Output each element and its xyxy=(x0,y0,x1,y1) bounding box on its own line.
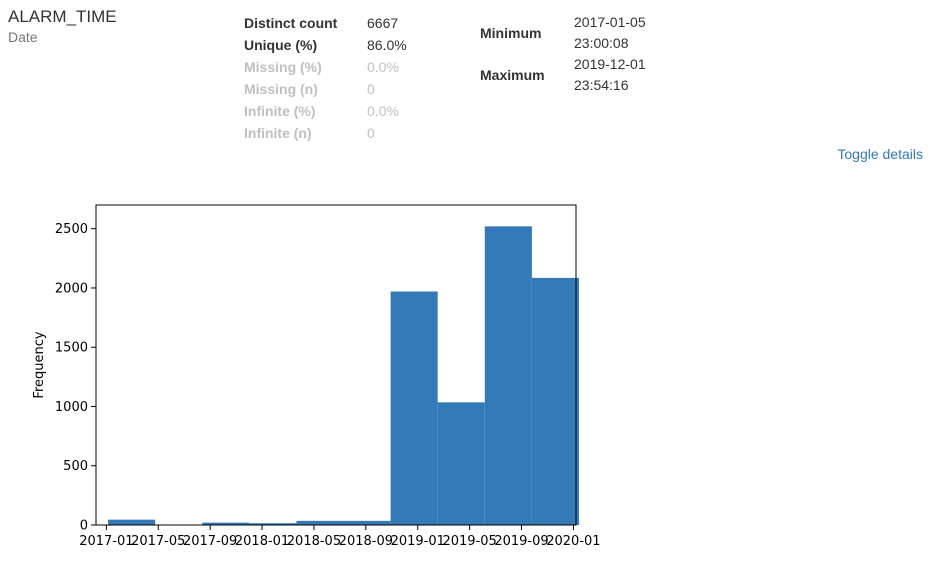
stat-label: Maximum xyxy=(480,66,545,83)
maximum-date: 2019-12-01 xyxy=(574,56,646,72)
stat-label: Missing (n) xyxy=(244,81,318,97)
histogram-bar xyxy=(390,291,438,525)
histogram-bar xyxy=(437,402,485,525)
x-tick-label: 2018-09 xyxy=(339,534,393,549)
stat-label: Infinite (%) xyxy=(244,103,316,119)
stat-value: 2017-01-05 23:00:08 xyxy=(574,12,646,54)
minimum-date: 2017-01-05 xyxy=(574,14,646,30)
toggle-details-link[interactable]: Toggle details xyxy=(837,146,923,162)
stat-value: 86.0% xyxy=(367,37,407,53)
x-tick-label: 2018-01 xyxy=(235,534,289,549)
minimum-time: 23:00:08 xyxy=(574,35,629,51)
y-tick-label: 2000 xyxy=(55,281,88,296)
x-tick-label: 2017-09 xyxy=(183,534,237,549)
stat-value: 0 xyxy=(367,81,375,97)
x-tick-label: 2017-01 xyxy=(79,534,133,549)
histogram-chart: 0 500 1000 1500 2000 2500 2017-012017-052017-… xyxy=(32,204,601,549)
stat-row-distinct-count: Distinct count 6667 xyxy=(244,12,407,34)
y-axis: 0 500 1000 1500 2000 2500 xyxy=(55,222,96,534)
stat-label: Infinite (n) xyxy=(244,125,312,141)
variable-type: Date xyxy=(8,29,38,45)
y-tick-label: 1500 xyxy=(55,341,88,356)
x-tick-label: 2019-01 xyxy=(391,534,445,549)
x-tick-label: 2018-05 xyxy=(287,534,341,549)
histogram-bar xyxy=(531,277,579,525)
y-tick-label: 0 xyxy=(80,519,88,534)
stat-value: 6667 xyxy=(367,15,399,31)
stat-value: 0.0% xyxy=(367,103,399,119)
stat-label: Minimum xyxy=(480,24,542,41)
x-axis: 2017-012017-052017-092018-012018-052018-… xyxy=(79,525,601,549)
stat-row-infinite-n: Infinite (n) 0 xyxy=(244,122,407,144)
minmax-table: Minimum 2017-01-05 23:00:08 Maximum 2019… xyxy=(480,12,646,96)
y-tick-label: 2500 xyxy=(55,222,88,237)
x-tick-label: 2017-05 xyxy=(131,534,185,549)
histogram-bar xyxy=(108,519,156,525)
histogram-bar xyxy=(343,520,391,525)
maximum-time: 23:54:16 xyxy=(574,77,629,93)
stat-row-infinite-pct: Infinite (%) 0.0% xyxy=(244,100,407,122)
y-axis-label: Frequency xyxy=(32,331,47,398)
stat-label: Missing (%) xyxy=(244,59,322,75)
stat-value: 0.0% xyxy=(367,59,399,75)
x-tick-label: 2019-05 xyxy=(442,534,496,549)
y-tick-label: 1000 xyxy=(55,400,88,415)
stat-label: Unique (%) xyxy=(244,37,318,53)
variable-name: ALARM_TIME xyxy=(8,7,117,26)
stat-row-missing-n: Missing (n) 0 xyxy=(244,78,407,100)
plot-frame xyxy=(95,204,577,526)
x-tick-label: 2020-01 xyxy=(546,534,600,549)
histogram-bar xyxy=(249,523,297,525)
stat-value: 2019-12-01 23:54:16 xyxy=(574,54,646,96)
stat-row-maximum: Maximum 2019-12-01 23:54:16 xyxy=(480,54,646,96)
histogram-bars xyxy=(108,226,579,526)
histogram-bar xyxy=(296,520,344,525)
stat-row-unique: Unique (%) 86.0% xyxy=(244,34,407,56)
stat-row-missing-pct: Missing (%) 0.0% xyxy=(244,56,407,78)
stat-label: Distinct count xyxy=(244,15,338,31)
histogram-bar xyxy=(202,522,250,525)
stats-table: Distinct count 6667 Unique (%) 86.0% Mis… xyxy=(244,12,407,144)
histogram-bar xyxy=(484,226,532,526)
y-tick-label: 500 xyxy=(63,459,88,474)
stat-row-minimum: Minimum 2017-01-05 23:00:08 xyxy=(480,12,646,54)
x-tick-label: 2019-09 xyxy=(494,534,548,549)
stat-value: 0 xyxy=(367,125,375,141)
